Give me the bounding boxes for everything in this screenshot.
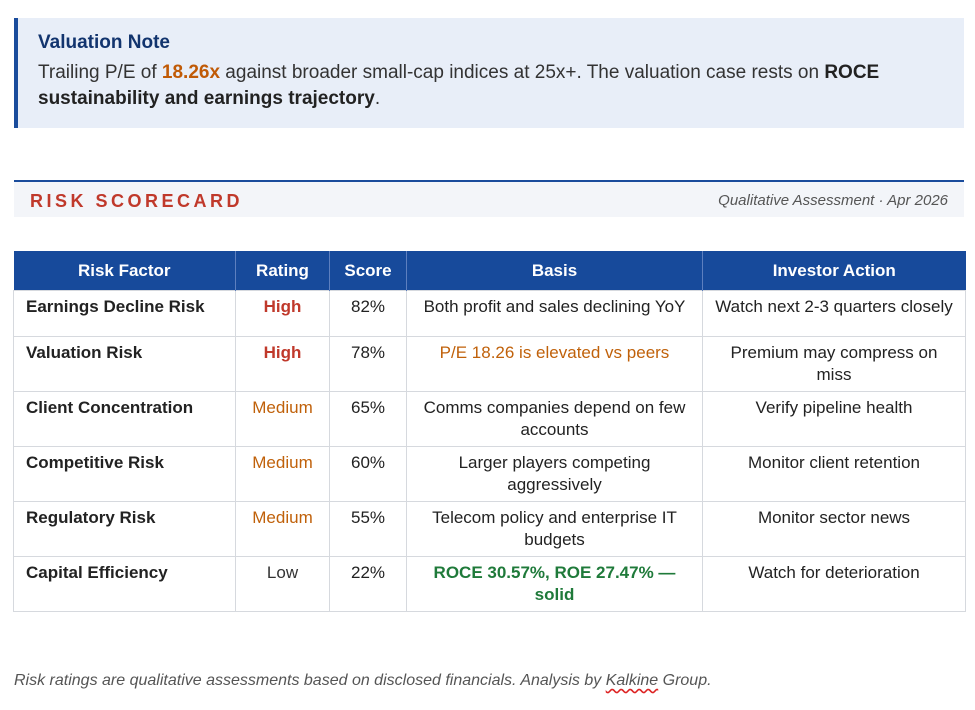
header-risk-factor: Risk Factor bbox=[13, 251, 236, 291]
basis-cell: Comms companies depend on few accounts bbox=[406, 391, 703, 447]
score-cell: 78% bbox=[329, 336, 407, 392]
risk-factor-cell: Regulatory Risk bbox=[13, 501, 236, 557]
note-text-part2: against broader small-cap indices at 25x… bbox=[220, 62, 825, 83]
pe-value: 18.26x bbox=[161, 62, 221, 83]
action-cell: Monitor client retention bbox=[702, 446, 966, 502]
table-row: Earnings Decline Risk High 82% Both prof… bbox=[13, 290, 966, 337]
basis-cell: Both profit and sales declining YoY bbox=[406, 290, 703, 337]
note-text-end: . bbox=[374, 88, 381, 109]
score-cell: 55% bbox=[329, 501, 407, 557]
basis-cell: P/E 18.26 is elevated vs peers bbox=[406, 336, 703, 392]
table-row: Regulatory Risk Medium 55% Telecom polic… bbox=[13, 501, 966, 557]
action-cell: Premium may compress on miss bbox=[702, 336, 966, 392]
action-cell: Verify pipeline health bbox=[702, 391, 966, 447]
valuation-note: Valuation Note Trailing P/E of 18.26x ag… bbox=[14, 18, 964, 128]
basis-cell: ROCE 30.57%, ROE 27.47% — solid bbox=[406, 556, 703, 612]
rating-cell: Medium bbox=[235, 391, 330, 447]
score-cell: 82% bbox=[329, 290, 407, 337]
valuation-note-text: Trailing P/E of 18.26x against broader s… bbox=[38, 60, 944, 112]
table-row: Competitive Risk Medium 60% Larger playe… bbox=[13, 446, 966, 502]
score-cell: 22% bbox=[329, 556, 407, 612]
risk-table: Risk Factor Rating Score Basis Investor … bbox=[13, 251, 966, 612]
footer-text: Risk ratings are qualitative assessments… bbox=[14, 672, 606, 689]
action-cell: Monitor sector news bbox=[702, 501, 966, 557]
scorecard-header: RISK SCORECARD Qualitative Assessment · … bbox=[14, 180, 964, 217]
header-basis: Basis bbox=[406, 251, 703, 291]
score-cell: 60% bbox=[329, 446, 407, 502]
rating-cell: High bbox=[235, 336, 330, 392]
table-row: Valuation Risk High 78% P/E 18.26 is ele… bbox=[13, 336, 966, 392]
rating-cell: High bbox=[235, 290, 330, 337]
basis-cell: Larger players competing aggressively bbox=[406, 446, 703, 502]
footer-text-end: Group. bbox=[658, 672, 712, 689]
risk-factor-cell: Earnings Decline Risk bbox=[13, 290, 236, 337]
rating-cell: Low bbox=[235, 556, 330, 612]
risk-factor-cell: Competitive Risk bbox=[13, 446, 236, 502]
scorecard-title: RISK SCORECARD bbox=[30, 191, 244, 211]
header-score: Score bbox=[329, 251, 407, 291]
rating-cell: Medium bbox=[235, 501, 330, 557]
valuation-note-title: Valuation Note bbox=[38, 32, 170, 53]
risk-factor-cell: Valuation Risk bbox=[13, 336, 236, 392]
note-emphasis: ROCE sustainability and earnings traject… bbox=[38, 62, 880, 109]
footer-brand: Kalkine bbox=[605, 672, 659, 689]
header-rating: Rating bbox=[235, 251, 330, 291]
header-investor-action: Investor Action bbox=[702, 251, 966, 291]
table-row: Client Concentration Medium 65% Comms co… bbox=[13, 391, 966, 447]
rating-cell: Medium bbox=[235, 446, 330, 502]
basis-cell: Telecom policy and enterprise IT budgets bbox=[406, 501, 703, 557]
footer-note: Risk ratings are qualitative assessments… bbox=[14, 672, 712, 690]
action-cell: Watch next 2-3 quarters closely bbox=[702, 290, 966, 337]
table-header-row: Risk Factor Rating Score Basis Investor … bbox=[13, 251, 966, 291]
risk-factor-cell: Capital Efficiency bbox=[13, 556, 236, 612]
note-text-part1: Trailing P/E of bbox=[38, 62, 162, 83]
table-row: Capital Efficiency Low 22% ROCE 30.57%, … bbox=[13, 556, 966, 612]
score-cell: 65% bbox=[329, 391, 407, 447]
risk-factor-cell: Client Concentration bbox=[13, 391, 236, 447]
action-cell: Watch for deterioration bbox=[702, 556, 966, 612]
scorecard-subtitle: Qualitative Assessment · Apr 2026 bbox=[718, 192, 948, 209]
